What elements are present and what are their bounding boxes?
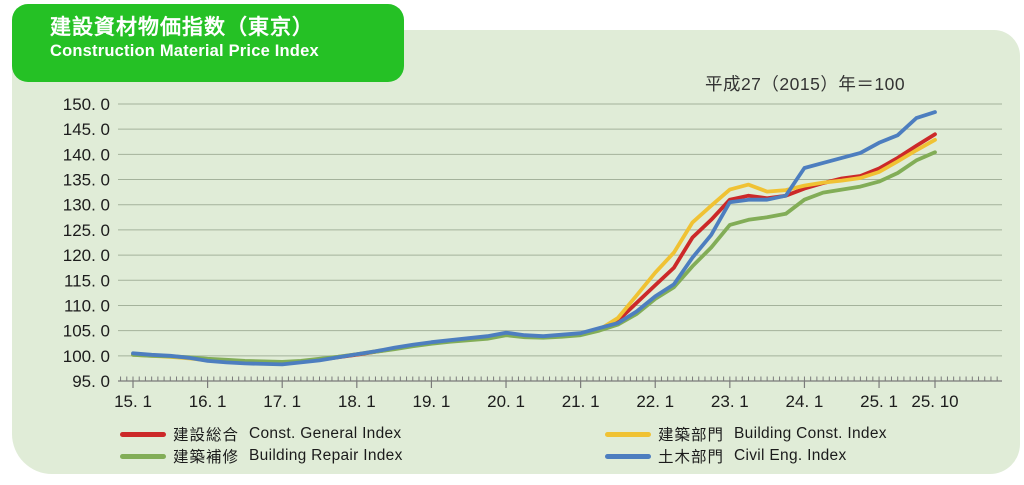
y-tick-label: 100. 0 [63, 347, 110, 366]
y-tick-label: 150. 0 [63, 95, 110, 114]
x-tick-label: 17. 1 [263, 392, 301, 411]
title-badge: 建設資材物価指数（東京） Construction Material Price… [12, 4, 404, 82]
const-general-line-swatch [120, 431, 166, 437]
x-tick-label: 25. 1 [860, 392, 898, 411]
y-tick-label: 130. 0 [63, 196, 110, 215]
series-line-building-const [131, 137, 937, 366]
legend-label-en: Civil Eng. Index [734, 447, 847, 464]
legend-label-ja: 建築部門 [658, 427, 725, 444]
legend-label-ja: 建設総合 [173, 427, 240, 444]
chart-title-ja: 建設資材物価指数（東京） [50, 16, 314, 39]
y-tick-label: 110. 0 [64, 296, 110, 315]
building-repair-line-swatch [120, 453, 166, 459]
x-tick-label: 16. 1 [189, 392, 227, 411]
x-tick-label: 25. 10 [911, 392, 958, 411]
x-tick-label: 22. 1 [636, 392, 674, 411]
y-tick-label: 145. 0 [63, 120, 110, 139]
y-tick-label: 140. 0 [63, 145, 110, 164]
series-line-civil-eng [131, 110, 937, 367]
x-tick-label: 19. 1 [413, 392, 451, 411]
x-tick-label: 18. 1 [338, 392, 376, 411]
x-tick-label: 21. 1 [562, 392, 600, 411]
legend-item-const-general: 建設総合 Const. General Index [120, 423, 403, 445]
chart-title-en: Construction Material Price Index [50, 42, 319, 61]
x-tick-label: 24. 1 [786, 392, 824, 411]
legend-label-en: Building Const. Index [734, 425, 887, 442]
legend-item-building-repair: 建築補修 Building Repair Index [120, 445, 403, 467]
legend-label-en: Building Repair Index [249, 447, 403, 464]
y-tick-label: 95. 0 [72, 372, 110, 391]
legend-item-building-const: 建築部門 Building Const. Index [605, 423, 887, 445]
y-tick-label: 120. 0 [63, 246, 110, 265]
x-tick-label: 15. 1 [114, 392, 152, 411]
x-tick-label: 20. 1 [487, 392, 525, 411]
base-year-note: 平成27（2015）年＝100 [704, 74, 906, 94]
building-const-line-swatch [605, 431, 651, 437]
legend-label-ja: 建築補修 [173, 449, 240, 466]
series-line-const-general [131, 132, 937, 366]
legend-column-left: 建設総合 Const. General Index 建築補修 Building … [120, 423, 403, 467]
legend-label-en: Const. General Index [249, 425, 402, 442]
x-tick-label: 23. 1 [711, 392, 749, 411]
y-tick-label: 135. 0 [63, 171, 110, 190]
civil-eng-line-swatch [605, 453, 651, 459]
y-tick-label: 105. 0 [63, 322, 110, 341]
y-tick-label: 115. 0 [64, 271, 110, 290]
legend-label-ja: 土木部門 [658, 449, 725, 466]
y-tick-label: 125. 0 [63, 221, 110, 240]
legend-item-civil-eng: 土木部門 Civil Eng. Index [605, 445, 887, 467]
legend-column-right: 建築部門 Building Const. Index 土木部門 Civil En… [605, 423, 887, 467]
